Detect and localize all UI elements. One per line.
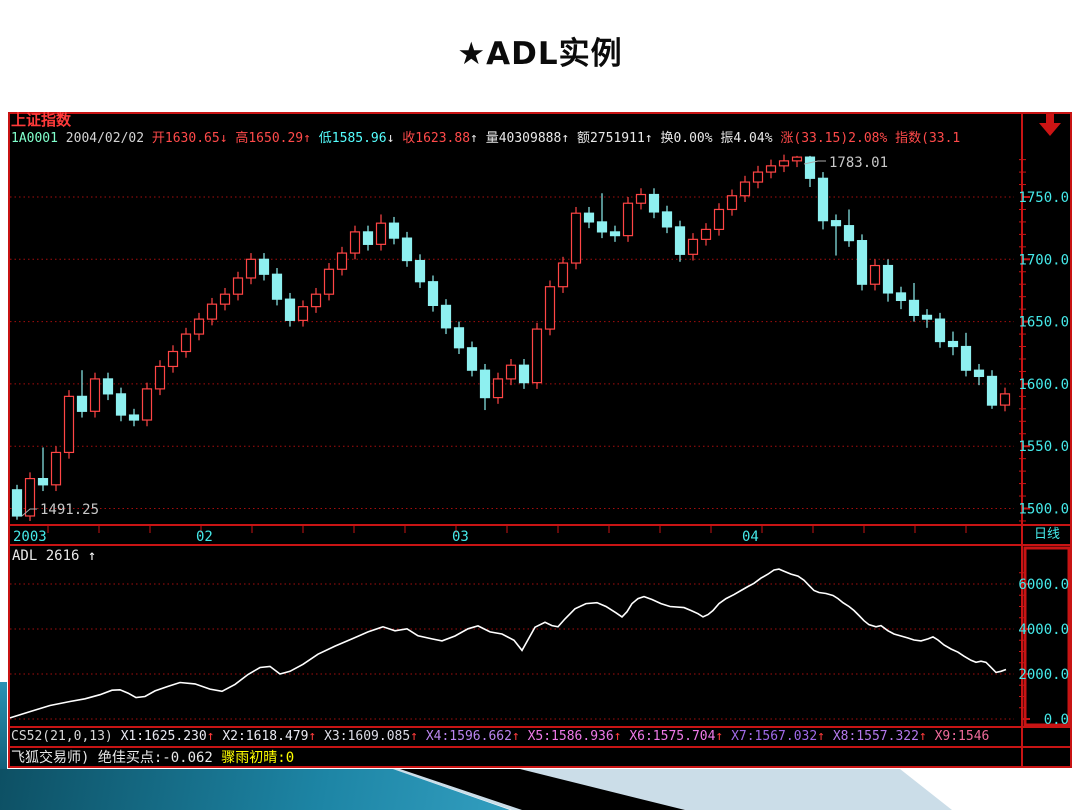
axis-ticks: [47, 159, 1030, 720]
svg-text:6000.0: 6000.0: [1018, 577, 1069, 593]
text-segment: ↑: [470, 131, 486, 146]
text-segment: 骤雨初晴:0: [221, 750, 295, 766]
signal-status-bar: 飞狐交易师) 绝佳买点:-0.062 骤雨初晴:0: [11, 750, 294, 766]
text-segment: X8:1557.322: [832, 729, 919, 744]
svg-text:1700.0: 1700.0: [1018, 252, 1069, 268]
text-segment: 振4.04%: [720, 131, 781, 146]
text-segment: 低1585.96: [318, 131, 387, 146]
text-segment: 开1630.65: [151, 131, 220, 146]
text-segment: ↑: [303, 131, 319, 146]
svg-text:1600.0: 1600.0: [1018, 377, 1069, 393]
high-annotation: 1783.01: [829, 155, 888, 171]
text-segment: ↑: [918, 729, 935, 744]
text-segment: ↑: [644, 131, 661, 146]
text-segment: ↑: [613, 729, 630, 744]
text-segment: 换0.00%: [660, 131, 721, 146]
text-segment: ↑: [206, 729, 223, 744]
low-annotation: 1491.25: [40, 502, 99, 518]
svg-text:1550.0: 1550.0: [1018, 439, 1069, 455]
page-title: ★ADL实例: [457, 36, 623, 72]
svg-text:1500.0: 1500.0: [1018, 502, 1069, 518]
text-segment: X2:1618.479: [222, 729, 309, 744]
text-segment: 绝佳买点:-0.062: [97, 750, 222, 766]
price-axis-labels: 1750.0 1700.0 1650.0 1600.0 1550.0 1500.0 6000…: [1018, 190, 1069, 728]
text-segment: ↑: [715, 729, 732, 744]
text-segment: 飞狐交易师): [11, 750, 98, 766]
adl-line: [9, 568, 1007, 719]
text-segment: ↑: [87, 548, 97, 564]
text-segment: ↑: [410, 729, 426, 744]
svg-text:1750.0: 1750.0: [1018, 190, 1069, 206]
svg-text:04: 04: [742, 529, 759, 545]
svg-text:4000.0: 4000.0: [1018, 622, 1069, 638]
text-segment: ↑: [817, 729, 833, 744]
text-segment: 额2751911: [576, 131, 645, 146]
annotations: 1491.25 1783.01: [21, 155, 888, 518]
text-segment: X1:1625.230: [120, 729, 207, 744]
decoration-left-sliver: [0, 682, 7, 769]
indicator-label: ADL 2616 ↑: [12, 548, 96, 564]
text-segment: CS52(21,0,13): [11, 729, 121, 744]
text-segment: ADL 2616: [12, 548, 88, 564]
text-segment: X9:1546: [934, 729, 990, 744]
symbol-name: 上证指数: [11, 111, 72, 129]
svg-text:2000.0: 2000.0: [1018, 667, 1069, 683]
text-segment: X5:1586.936: [527, 729, 614, 744]
svg-text:03: 03: [452, 529, 469, 545]
decoration-footer: [0, 769, 1080, 810]
text-segment: X3:1609.085: [324, 729, 411, 744]
adl-axis-box: [1023, 546, 1071, 727]
text-segment: X4:1596.662: [425, 729, 512, 744]
terminal-background: [8, 112, 1072, 768]
date-axis-labels: 2003 02 03 04: [13, 529, 759, 545]
indicator-status-bar: CS52(21,0,13) X1:1625.230↑ X2:1618.479↑ …: [11, 729, 990, 745]
svg-text:02: 02: [196, 529, 213, 545]
panel-borders: [8, 112, 1072, 768]
text-segment: 指数(33.1: [895, 131, 961, 146]
text-segment: ↓: [219, 131, 236, 146]
svg-text:1650.0: 1650.0: [1018, 315, 1069, 331]
text-segment: ↓: [386, 131, 403, 146]
text-segment: X7:1567.032: [731, 729, 818, 744]
gridlines: [10, 196, 1014, 720]
text-segment: ↑: [308, 729, 325, 744]
text-segment: 1A0001: [11, 131, 66, 146]
text-segment: 高1650.29: [235, 131, 304, 146]
text-segment: 收1623.88: [402, 131, 471, 146]
text-segment: ↑: [511, 729, 528, 744]
scroll-down-icon[interactable]: [1039, 114, 1061, 136]
period-selector[interactable]: 日线: [1033, 527, 1060, 542]
text-segment: 涨(33.15)2.08%: [780, 131, 896, 146]
quote-info-bar: 1A0001 2004/02/02 开1630.65↓ 高1650.29↑ 低1…: [11, 131, 961, 147]
text-segment: X6:1575.704: [629, 729, 716, 744]
text-segment: ↑: [561, 131, 577, 146]
svg-text:0.0: 0.0: [1044, 712, 1069, 728]
candles-group[interactable]: [11, 154, 1011, 521]
svg-text:2003: 2003: [13, 529, 47, 545]
text-segment: 2004/02/02: [65, 131, 152, 146]
text-segment: 量40309888: [485, 131, 562, 146]
